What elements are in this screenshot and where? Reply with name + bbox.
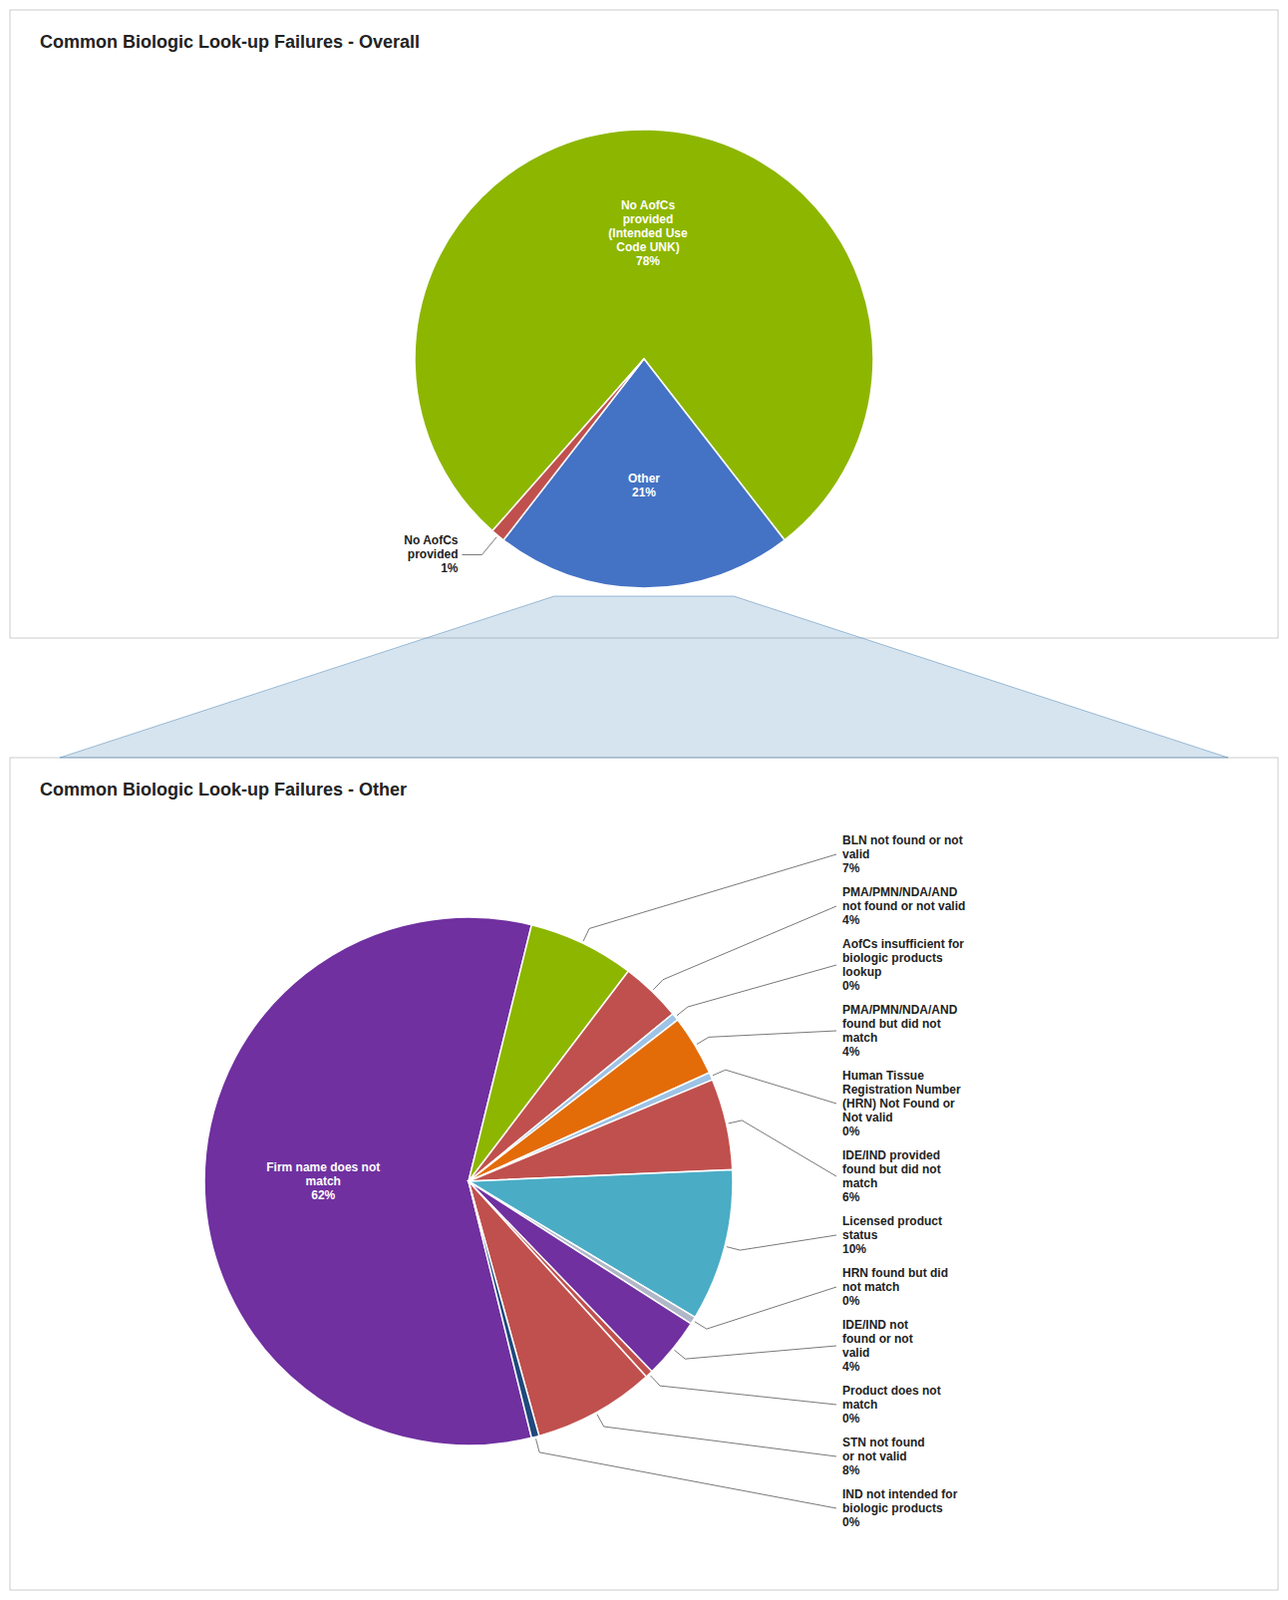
leader-line bbox=[673, 1345, 837, 1359]
slice-value-label: 4% bbox=[842, 1044, 861, 1059]
leader-line bbox=[726, 1235, 837, 1251]
slice-label-line: match bbox=[842, 1176, 878, 1191]
slice-label-line: match bbox=[842, 1030, 878, 1045]
leader-line bbox=[694, 1287, 837, 1329]
slice-label-line: valid bbox=[842, 1345, 870, 1360]
slice-value-label: 78% bbox=[636, 254, 660, 269]
slice-value-label: 0% bbox=[842, 1515, 861, 1530]
slice-label: No AofCsprovided(Intended UseCode UNK) bbox=[608, 198, 688, 255]
pie-slice bbox=[468, 1181, 540, 1438]
slice-label-line: BLN not found or not bbox=[842, 833, 964, 848]
slice-value-label: 4% bbox=[842, 913, 861, 928]
slice-value-label: 21% bbox=[632, 485, 656, 500]
slice-label: IDE/IND providedfound but did notmatch bbox=[842, 1148, 942, 1191]
slice-value-label: 10% bbox=[842, 1242, 867, 1257]
slice-label: PMA/PMN/NDA/ANDnot found or not valid bbox=[842, 885, 966, 914]
slice-label-line: STN not found bbox=[842, 1435, 926, 1450]
leader-line bbox=[712, 1069, 837, 1104]
chart-title: Common Biologic Look-up Failures - Other bbox=[39, 779, 407, 800]
panel bbox=[9, 757, 1279, 1591]
slice-label-line: (HRN) Not Found or bbox=[842, 1096, 956, 1111]
slice-label-line: provided bbox=[623, 212, 674, 227]
slice-label-line: Code UNK) bbox=[616, 240, 679, 255]
slice-label-line: Licensed product bbox=[842, 1214, 943, 1229]
labels: Firm name does notmatch62%BLN not found … bbox=[266, 833, 966, 1530]
slice-label: HRN found but didnot match bbox=[842, 1266, 949, 1294]
slice-label: STN not foundor not valid bbox=[842, 1435, 926, 1464]
slice-value-label: 0% bbox=[842, 1124, 861, 1139]
slice-value-label: 6% bbox=[842, 1190, 861, 1205]
leader-line bbox=[649, 1375, 837, 1405]
slice-label-line: AofCs insufficient for bbox=[842, 937, 965, 952]
slice-label-line: not found or not valid bbox=[842, 899, 966, 914]
slice-value-label: 7% bbox=[842, 861, 861, 876]
slice-label: IND not intended forbiologic products bbox=[842, 1487, 959, 1516]
slice-label-line: Firm name does not bbox=[266, 1160, 380, 1175]
slice-label: Other bbox=[628, 471, 660, 486]
slice-label: IDE/IND notfound or notvalid bbox=[842, 1317, 914, 1360]
slice-value-label: 0% bbox=[842, 1293, 861, 1308]
slice-label-line: Product does not bbox=[842, 1383, 942, 1398]
pie-slice bbox=[468, 1079, 733, 1182]
slice-label-line: Human Tissue bbox=[842, 1068, 925, 1083]
slice-label-line: Not valid bbox=[842, 1110, 894, 1125]
leader-line bbox=[597, 1414, 837, 1457]
slice-label: Firm name does notmatch bbox=[266, 1160, 380, 1189]
chart-title: Common Biologic Look-up Failures - Overa… bbox=[39, 31, 420, 52]
slice-label-line: valid bbox=[842, 847, 870, 862]
slice-label-line: match bbox=[306, 1174, 341, 1189]
leader-line bbox=[652, 906, 837, 990]
slice-label: BLN not found or notvalid bbox=[842, 833, 964, 862]
labels: No AofCsprovided(Intended UseCode UNK)78… bbox=[403, 198, 688, 577]
leader-line bbox=[461, 537, 497, 556]
slice-label-line: IND not intended for bbox=[842, 1487, 959, 1502]
slice-label-line: PMA/PMN/NDA/AND bbox=[842, 885, 959, 900]
slice-label: Product does notmatch bbox=[842, 1383, 942, 1412]
slice-value-label: 1% bbox=[440, 561, 459, 576]
slice-label-line: Other bbox=[628, 471, 660, 486]
slice-label-line: PMA/PMN/NDA/AND bbox=[842, 1002, 959, 1017]
slice-label: No AofCsprovided bbox=[403, 533, 459, 562]
slice-value-label: 4% bbox=[842, 1359, 861, 1374]
slice-label-line: HRN found but did bbox=[842, 1266, 949, 1281]
leader-line bbox=[583, 854, 837, 942]
slice-value-label: 0% bbox=[842, 978, 861, 993]
chart-canvas: Common Biologic Look-up Failures - Overa… bbox=[0, 0, 1288, 1600]
slice-label-line: found but did not bbox=[842, 1016, 942, 1031]
slice-label-line: provided bbox=[407, 547, 459, 562]
slice-label-line: found or not bbox=[842, 1331, 914, 1346]
leader-line bbox=[536, 1438, 837, 1509]
slice-label-line: status bbox=[842, 1228, 879, 1243]
panel bbox=[9, 9, 1279, 639]
slice-value-label: 62% bbox=[311, 1188, 335, 1203]
slice-label-line: IDE/IND provided bbox=[842, 1148, 941, 1163]
leader-line bbox=[676, 965, 837, 1016]
slice-label: AofCs insufficient forbiologic productsl… bbox=[842, 937, 965, 979]
leader-line bbox=[696, 1030, 837, 1045]
slice-label-line: IDE/IND not bbox=[842, 1317, 909, 1332]
connector bbox=[59, 596, 1229, 758]
slice-label-line: match bbox=[842, 1397, 878, 1412]
slice-label: PMA/PMN/NDA/ANDfound but did notmatch bbox=[842, 1002, 959, 1045]
pie bbox=[414, 129, 874, 589]
slice-label-line: or not valid bbox=[842, 1449, 908, 1464]
pie bbox=[204, 917, 733, 1446]
leader-line bbox=[728, 1120, 837, 1177]
slice-label-line: No AofCs bbox=[621, 198, 676, 213]
slice-label-line: found but did not bbox=[842, 1162, 942, 1177]
pie-slice bbox=[468, 1181, 646, 1436]
slice-value-label: 8% bbox=[842, 1463, 861, 1478]
slice-label-line: biologic products bbox=[842, 1501, 944, 1516]
slice-label-line: Registration Number bbox=[842, 1082, 962, 1097]
slice-label: Licensed productstatus bbox=[842, 1214, 943, 1243]
slice-label-line: (Intended Use bbox=[608, 226, 688, 241]
slice-label: Human TissueRegistration Number(HRN) Not… bbox=[842, 1068, 962, 1125]
slice-value-label: 0% bbox=[842, 1411, 861, 1426]
pie-slice bbox=[492, 358, 644, 541]
slice-label-line: No AofCs bbox=[403, 533, 459, 548]
pie-slice bbox=[414, 129, 874, 541]
slice-label-line: lookup bbox=[842, 965, 882, 979]
slice-label-line: biologic products bbox=[842, 951, 944, 966]
slice-label-line: not match bbox=[842, 1280, 900, 1294]
